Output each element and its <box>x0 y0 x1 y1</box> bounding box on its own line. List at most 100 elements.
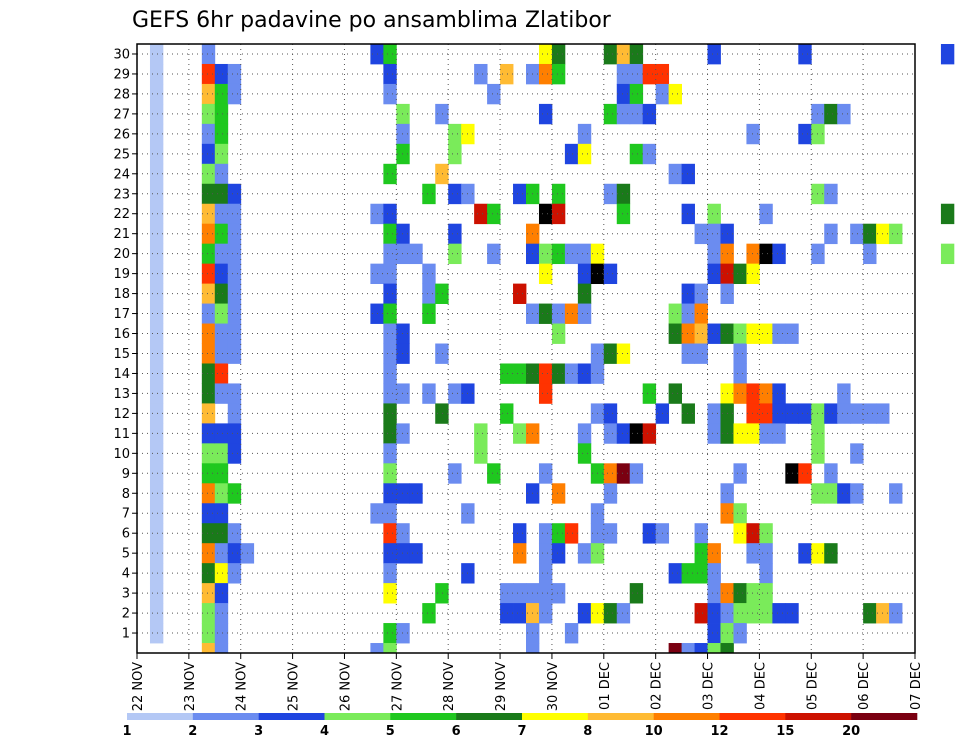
heatmap-cell <box>551 583 566 604</box>
heatmap-cell <box>694 643 708 654</box>
heatmap-cell <box>629 44 644 65</box>
heatmap-cell <box>850 403 864 424</box>
heatmap-cell <box>538 303 553 324</box>
heatmap-cell <box>448 383 462 404</box>
heatmap-cell <box>551 523 566 544</box>
heatmap-cell <box>149 363 164 384</box>
heatmap-cell <box>214 203 229 225</box>
heatmap-cell <box>201 343 216 364</box>
heatmap-cell <box>538 563 553 584</box>
color-legend: 1 2 3 4 5 6 7 8 10 12 15 20 <box>122 713 918 739</box>
y-tick-label: 7 <box>122 507 130 522</box>
heatmap-cell <box>642 143 657 165</box>
heatmap-cell <box>383 583 397 604</box>
heatmap-cell <box>603 603 618 624</box>
heatmap-cell <box>487 463 501 484</box>
heatmap-cell <box>681 203 695 225</box>
heatmap-cell <box>201 643 216 654</box>
heatmap-cell <box>383 283 397 304</box>
heatmap-cell <box>863 243 877 265</box>
heatmap-cell <box>694 603 708 624</box>
heatmap-cell <box>149 303 164 324</box>
heatmap-cell <box>396 143 410 165</box>
y-tick-label: 10 <box>113 447 130 462</box>
heatmap-cell <box>538 583 553 604</box>
heatmap-cell <box>577 603 592 624</box>
heatmap-cell <box>214 483 229 504</box>
heatmap-cell <box>214 623 229 644</box>
legend-label: 3 <box>254 724 263 739</box>
heatmap-cell <box>396 223 410 245</box>
heatmap-cell <box>500 583 514 604</box>
heatmap-cell <box>201 243 216 265</box>
heatmap-cell <box>383 303 397 324</box>
heatmap-cell <box>409 543 423 564</box>
heatmap-cell <box>422 183 436 205</box>
heatmap-cell <box>759 523 773 544</box>
legend-swatch <box>456 713 523 720</box>
heatmap-cell <box>201 283 216 304</box>
heatmap-cell <box>422 263 436 285</box>
heatmap-cell <box>746 583 760 604</box>
heatmap-cell <box>940 243 955 265</box>
heatmap-cell <box>551 63 566 85</box>
heatmap-cell <box>538 383 553 404</box>
heatmap-cell <box>214 243 229 265</box>
heatmap-cell <box>149 563 164 584</box>
heatmap-cell <box>383 543 397 564</box>
legend-label: 4 <box>320 724 329 739</box>
heatmap-cell <box>201 503 216 524</box>
heatmap-cell <box>759 323 773 344</box>
heatmap-cell <box>487 203 501 225</box>
heatmap-cell <box>383 163 397 185</box>
heatmap-cell <box>474 203 488 225</box>
heatmap-cell <box>746 403 760 424</box>
heatmap-cell <box>798 543 812 564</box>
y-tick-label: 21 <box>113 227 130 242</box>
heatmap-cell <box>707 583 721 604</box>
heatmap-cell <box>850 483 864 504</box>
heatmap-cell <box>616 463 631 484</box>
heatmap-cell <box>837 103 851 125</box>
heatmap-cell <box>668 643 682 654</box>
heatmap-cell <box>214 603 229 624</box>
heatmap-cell <box>564 623 579 644</box>
heatmap-cell <box>513 523 527 544</box>
heatmap-cell <box>383 263 397 285</box>
heatmap-cell <box>435 343 449 364</box>
heatmap-cell <box>603 103 618 125</box>
heatmap-cell <box>681 163 695 185</box>
heatmap-cell <box>201 223 216 245</box>
heatmap-cell <box>422 603 436 624</box>
heatmap-cell <box>733 363 747 384</box>
heatmap-cell <box>538 44 553 65</box>
heatmap-cell <box>707 543 721 564</box>
heatmap-cell <box>551 44 566 65</box>
legend-label: 6 <box>452 724 461 739</box>
heatmap-cell <box>629 83 644 105</box>
y-tick-label: 12 <box>113 407 130 422</box>
heatmap-cell <box>863 403 877 424</box>
heatmap-cell <box>940 44 955 65</box>
heatmap-cell <box>824 183 838 205</box>
heatmap-cell <box>746 243 760 265</box>
heatmap-cell <box>214 123 229 145</box>
heatmap-cell <box>214 543 229 564</box>
heatmap-cell <box>694 323 708 344</box>
heatmap-cell <box>227 323 242 344</box>
heatmap-cell <box>201 543 216 564</box>
heatmap-cell <box>227 203 242 225</box>
heatmap-cell <box>201 403 216 424</box>
heatmap-cell <box>759 563 773 584</box>
heatmap-cell <box>448 123 462 145</box>
heatmap-cell <box>538 523 553 544</box>
heatmap-cell <box>681 643 695 654</box>
heatmap-cell <box>694 563 708 584</box>
heatmap-cell <box>629 143 644 165</box>
heatmap-cell <box>616 83 631 105</box>
heatmap-cell <box>409 243 423 265</box>
heatmap-cell <box>214 263 229 285</box>
heatmap-cell <box>526 643 540 654</box>
heatmap-cell <box>201 463 216 484</box>
heatmap-cell <box>772 383 786 404</box>
